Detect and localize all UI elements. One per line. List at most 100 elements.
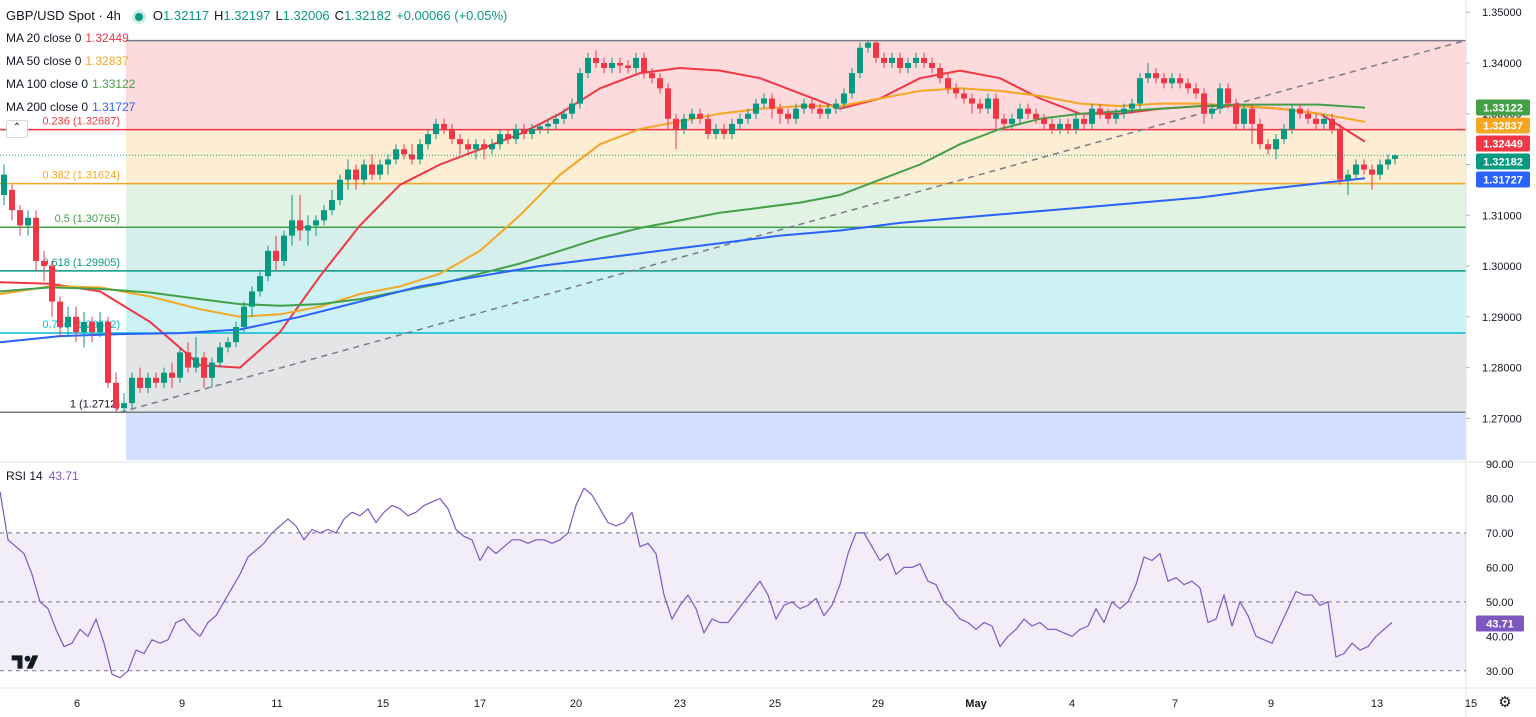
candle bbox=[433, 118, 439, 140]
candle-body bbox=[697, 113, 703, 119]
candle bbox=[921, 52, 927, 69]
price-label-text: 1.32837 bbox=[1483, 121, 1523, 133]
candle-body bbox=[1089, 108, 1095, 124]
legend-ma20[interactable]: MA 20 close 0 1.32449 bbox=[6, 31, 129, 46]
candle-body bbox=[1041, 118, 1047, 124]
legend-value: 1.32449 bbox=[85, 31, 129, 45]
candle bbox=[81, 311, 87, 348]
candle bbox=[281, 230, 287, 267]
fib-label: 0.5 (1.30765) bbox=[55, 213, 120, 225]
legend-label: MA 200 close 0 bbox=[6, 100, 89, 114]
candle-body bbox=[233, 326, 239, 343]
candle bbox=[1073, 113, 1079, 135]
rsi-legend[interactable]: RSI 14 43.71 bbox=[6, 469, 79, 483]
candle bbox=[617, 57, 623, 74]
market-status-icon bbox=[134, 12, 143, 21]
tradingview-logo-icon[interactable] bbox=[10, 650, 40, 674]
candle-body bbox=[329, 200, 335, 211]
candle-body bbox=[1145, 73, 1151, 79]
candle-body bbox=[849, 73, 855, 94]
candle-body bbox=[481, 144, 487, 150]
candle bbox=[65, 306, 71, 338]
candle bbox=[1225, 83, 1231, 109]
price-label: 1.31727 bbox=[1476, 171, 1530, 188]
trendline bbox=[119, 39, 1466, 413]
candle-body bbox=[25, 217, 31, 226]
candle-body bbox=[369, 164, 375, 175]
candle-body bbox=[1073, 118, 1079, 129]
candle bbox=[641, 52, 647, 79]
candle-body bbox=[209, 362, 215, 378]
candle bbox=[609, 57, 615, 74]
candle bbox=[665, 83, 671, 129]
candle bbox=[1161, 73, 1167, 89]
candle-body bbox=[153, 377, 159, 383]
candle-body bbox=[873, 42, 879, 58]
candle-body bbox=[609, 62, 615, 69]
candle-body bbox=[1201, 93, 1207, 114]
candle-body bbox=[897, 57, 903, 69]
candle-body bbox=[545, 123, 551, 127]
candle-body bbox=[521, 128, 527, 135]
candle bbox=[89, 316, 95, 343]
gear-icon[interactable]: ⚙ bbox=[1498, 694, 1512, 711]
candle-body bbox=[537, 126, 543, 129]
chevron-up-icon[interactable]: ⌃ bbox=[6, 120, 28, 138]
candle-body bbox=[857, 47, 863, 74]
candle-body bbox=[185, 352, 191, 368]
candle bbox=[209, 357, 215, 388]
candle-body bbox=[1329, 118, 1335, 129]
candle bbox=[1265, 139, 1271, 155]
candle bbox=[945, 73, 951, 94]
candle-body bbox=[273, 250, 279, 261]
candle-body bbox=[1257, 123, 1263, 145]
candle-body bbox=[625, 65, 631, 69]
symbol-title[interactable]: GBP/USD Spot · 4h bbox=[6, 8, 121, 23]
time-axis: 6 9 11 15 17 20 23 25 29 May 4 7 9 13 15 bbox=[0, 687, 1536, 710]
candle bbox=[585, 52, 591, 79]
candle-body bbox=[681, 118, 687, 129]
candle-body bbox=[921, 57, 927, 63]
high-label: H bbox=[214, 8, 224, 23]
candle-body bbox=[1313, 118, 1319, 124]
candle bbox=[257, 271, 263, 297]
candle-body bbox=[1265, 144, 1271, 150]
candle-body bbox=[257, 276, 263, 292]
candle bbox=[881, 52, 887, 69]
legend-ma200[interactable]: MA 200 close 0 1.31727 bbox=[6, 100, 135, 115]
time-tick-label: 17 bbox=[474, 698, 486, 710]
candle-body bbox=[169, 372, 175, 378]
candle bbox=[929, 57, 935, 74]
rsi-current-label: 43.71 bbox=[1486, 619, 1514, 631]
candle bbox=[657, 73, 663, 94]
candle bbox=[649, 68, 655, 84]
candle bbox=[1305, 108, 1311, 124]
fib-label: 0.236 (1.32687) bbox=[42, 116, 120, 128]
legend-ma100[interactable]: MA 100 close 0 1.33122 bbox=[6, 77, 135, 92]
candle bbox=[1049, 118, 1055, 135]
price-label-bg bbox=[1476, 99, 1530, 116]
candle bbox=[1329, 113, 1335, 135]
candle bbox=[865, 40, 871, 53]
legend-ma50[interactable]: MA 50 close 0 1.32837 bbox=[6, 54, 129, 69]
candle bbox=[377, 159, 383, 180]
candle-body bbox=[137, 377, 143, 388]
candle bbox=[1081, 113, 1087, 129]
candle-body bbox=[1361, 164, 1367, 170]
ma-line bbox=[0, 177, 1366, 344]
candle-body bbox=[17, 210, 23, 226]
candle bbox=[1001, 113, 1007, 129]
candle-body bbox=[473, 144, 479, 150]
candle-body bbox=[1217, 88, 1223, 109]
candle-body bbox=[585, 57, 591, 74]
candle bbox=[1241, 103, 1247, 129]
time-tick-label: 20 bbox=[570, 698, 582, 710]
candle-body bbox=[497, 134, 503, 145]
candle-body bbox=[49, 266, 55, 302]
candle-body bbox=[1177, 78, 1183, 84]
candle-body bbox=[433, 123, 439, 135]
candle bbox=[785, 108, 791, 124]
candle-body bbox=[641, 57, 647, 74]
candle-body bbox=[201, 357, 207, 378]
